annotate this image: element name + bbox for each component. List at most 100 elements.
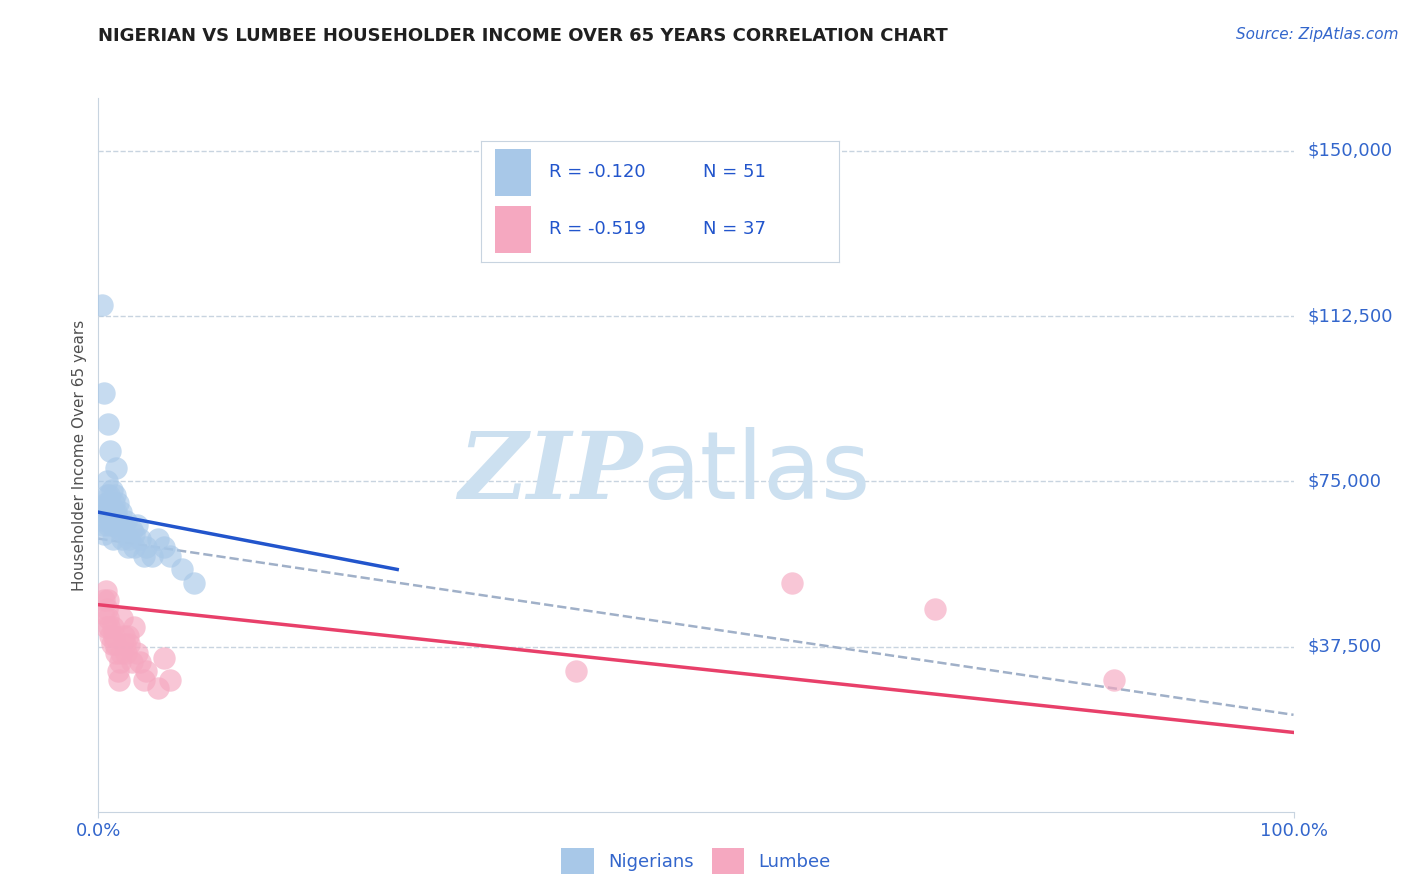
- Point: [108, 523, 131, 537]
- Point: [98, 487, 121, 501]
- Point: [118, 532, 141, 546]
- Point: [111, 611, 134, 625]
- Legend: Nigerians, Lumbee: Nigerians, Lumbee: [554, 841, 838, 881]
- Point: [93, 386, 115, 401]
- Point: [125, 646, 148, 660]
- Point: [105, 505, 128, 519]
- Text: N = 51: N = 51: [703, 163, 766, 181]
- Point: [94, 584, 117, 599]
- Point: [91, 298, 114, 312]
- Point: [117, 628, 139, 642]
- Point: [104, 487, 127, 501]
- Point: [112, 518, 135, 533]
- Point: [98, 620, 121, 634]
- Point: [124, 620, 146, 634]
- Point: [98, 496, 122, 510]
- Text: R = -0.120: R = -0.120: [548, 163, 645, 181]
- Point: [98, 443, 122, 458]
- Point: [107, 514, 129, 528]
- Text: N = 37: N = 37: [703, 220, 766, 238]
- Point: [103, 628, 125, 642]
- Point: [118, 637, 141, 651]
- Point: [96, 475, 118, 489]
- Point: [114, 637, 136, 651]
- Text: ZIP: ZIP: [458, 428, 643, 517]
- Text: $75,000: $75,000: [1308, 473, 1382, 491]
- Point: [101, 518, 124, 533]
- Point: [107, 496, 129, 510]
- Point: [125, 518, 148, 533]
- Point: [159, 673, 181, 687]
- Point: [132, 549, 155, 564]
- Point: [111, 532, 134, 546]
- Point: [112, 628, 135, 642]
- Point: [94, 514, 117, 528]
- Point: [101, 532, 124, 546]
- Point: [98, 514, 122, 528]
- Point: [107, 664, 129, 678]
- Point: [141, 549, 163, 564]
- Point: [96, 505, 118, 519]
- Point: [110, 646, 132, 660]
- Point: [121, 655, 143, 669]
- Point: [115, 514, 138, 528]
- Point: [105, 461, 128, 475]
- Text: $37,500: $37,500: [1308, 638, 1382, 656]
- Point: [132, 673, 155, 687]
- Point: [1102, 673, 1125, 687]
- Point: [117, 541, 139, 555]
- Text: $112,500: $112,500: [1308, 307, 1393, 326]
- Point: [93, 505, 115, 519]
- Point: [780, 575, 803, 590]
- Point: [97, 518, 120, 533]
- Point: [108, 655, 131, 669]
- Point: [148, 532, 170, 546]
- Point: [172, 562, 194, 576]
- Point: [93, 593, 115, 607]
- Point: [105, 646, 128, 660]
- Point: [103, 496, 125, 510]
- Point: [135, 664, 157, 678]
- Point: [121, 523, 143, 537]
- FancyBboxPatch shape: [495, 150, 531, 195]
- Point: [100, 509, 122, 524]
- Text: $150,000: $150,000: [1308, 142, 1392, 160]
- Point: [96, 487, 118, 501]
- Point: [97, 611, 120, 625]
- Point: [93, 527, 115, 541]
- Point: [159, 549, 181, 564]
- Point: [94, 620, 117, 634]
- Text: R = -0.519: R = -0.519: [548, 220, 645, 238]
- Point: [129, 532, 152, 546]
- Point: [153, 541, 176, 555]
- Text: Source: ZipAtlas.com: Source: ZipAtlas.com: [1236, 27, 1399, 42]
- Point: [135, 541, 157, 555]
- Point: [101, 620, 124, 634]
- Point: [124, 527, 146, 541]
- Text: atlas: atlas: [643, 426, 870, 519]
- Point: [96, 602, 118, 616]
- Point: [97, 417, 120, 431]
- Point: [97, 593, 120, 607]
- Point: [100, 483, 122, 498]
- Point: [104, 637, 127, 651]
- Point: [105, 518, 128, 533]
- Point: [97, 496, 120, 510]
- Point: [924, 602, 946, 616]
- Point: [94, 496, 117, 510]
- Point: [565, 664, 588, 678]
- Point: [153, 650, 176, 665]
- Point: [103, 505, 125, 519]
- Point: [129, 655, 152, 669]
- Point: [98, 505, 121, 519]
- Point: [114, 527, 136, 541]
- Point: [110, 505, 132, 519]
- Point: [100, 637, 122, 651]
- FancyBboxPatch shape: [495, 206, 531, 252]
- Point: [183, 575, 205, 590]
- Point: [148, 681, 170, 696]
- Text: NIGERIAN VS LUMBEE HOUSEHOLDER INCOME OVER 65 YEARS CORRELATION CHART: NIGERIAN VS LUMBEE HOUSEHOLDER INCOME OV…: [98, 27, 948, 45]
- Point: [124, 541, 146, 555]
- Point: [91, 607, 114, 621]
- Point: [98, 628, 122, 642]
